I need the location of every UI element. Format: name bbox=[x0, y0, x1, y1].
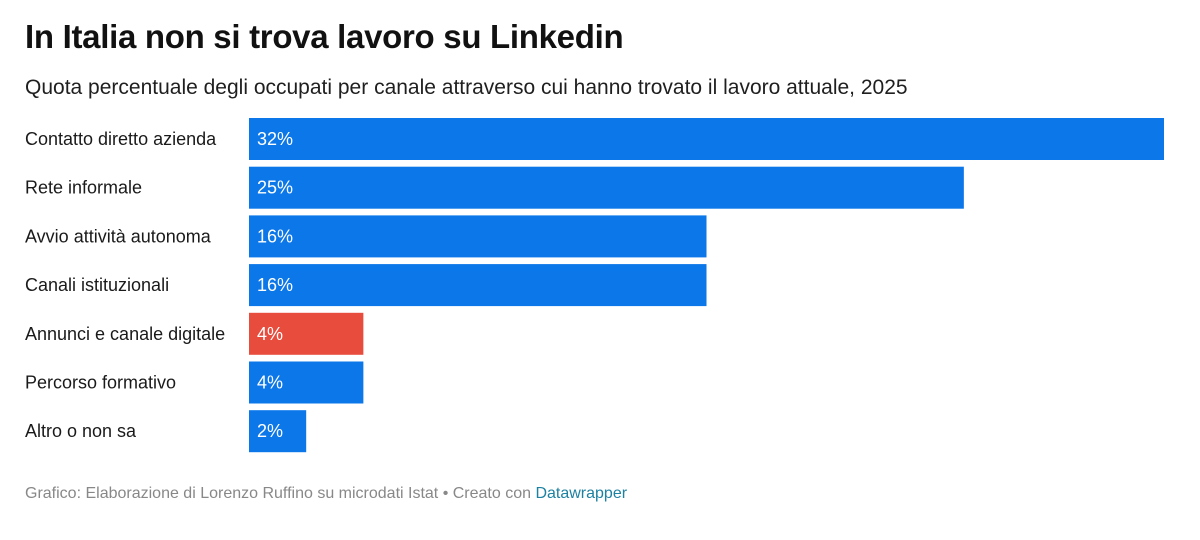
bar[interactable] bbox=[249, 361, 364, 404]
value-label: 4% bbox=[257, 373, 283, 393]
bar[interactable] bbox=[249, 215, 707, 258]
category-label: Altro o non sa bbox=[25, 421, 137, 441]
chart-footer: Grafico: Elaborazione di Lorenzo Ruffino… bbox=[25, 485, 627, 503]
bar[interactable] bbox=[249, 312, 364, 355]
bar-chart: Contatto diretto azienda 32% Rete informal… bbox=[25, 118, 1164, 453]
bar[interactable] bbox=[249, 410, 307, 453]
bar[interactable] bbox=[249, 166, 964, 209]
datawrapper-link[interactable]: Datawrapper bbox=[535, 485, 628, 502]
source-note: Grafico: Elaborazione di Lorenzo Ruffino… bbox=[25, 485, 536, 502]
value-label: 32% bbox=[257, 129, 293, 149]
bar[interactable] bbox=[249, 264, 707, 307]
value-label: 16% bbox=[257, 275, 293, 295]
value-label: 2% bbox=[257, 421, 283, 441]
value-label: 25% bbox=[257, 178, 293, 198]
value-label: 16% bbox=[257, 226, 293, 246]
bar[interactable] bbox=[249, 118, 1164, 160]
category-label: Avvio attività autonoma bbox=[25, 226, 212, 246]
value-label: 4% bbox=[257, 324, 283, 344]
chart-subtitle: Quota percentuale degli occupati per can… bbox=[25, 76, 908, 99]
category-label: Contatto diretto azienda bbox=[25, 129, 217, 149]
chart-title: In Italia non si trova lavoro su Linkedi… bbox=[25, 18, 624, 55]
category-label: Percorso formativo bbox=[25, 373, 176, 393]
category-label: Canali istituzionali bbox=[25, 275, 169, 295]
category-label: Annunci e canale digitale bbox=[25, 324, 225, 344]
category-label: Rete informale bbox=[25, 178, 142, 198]
